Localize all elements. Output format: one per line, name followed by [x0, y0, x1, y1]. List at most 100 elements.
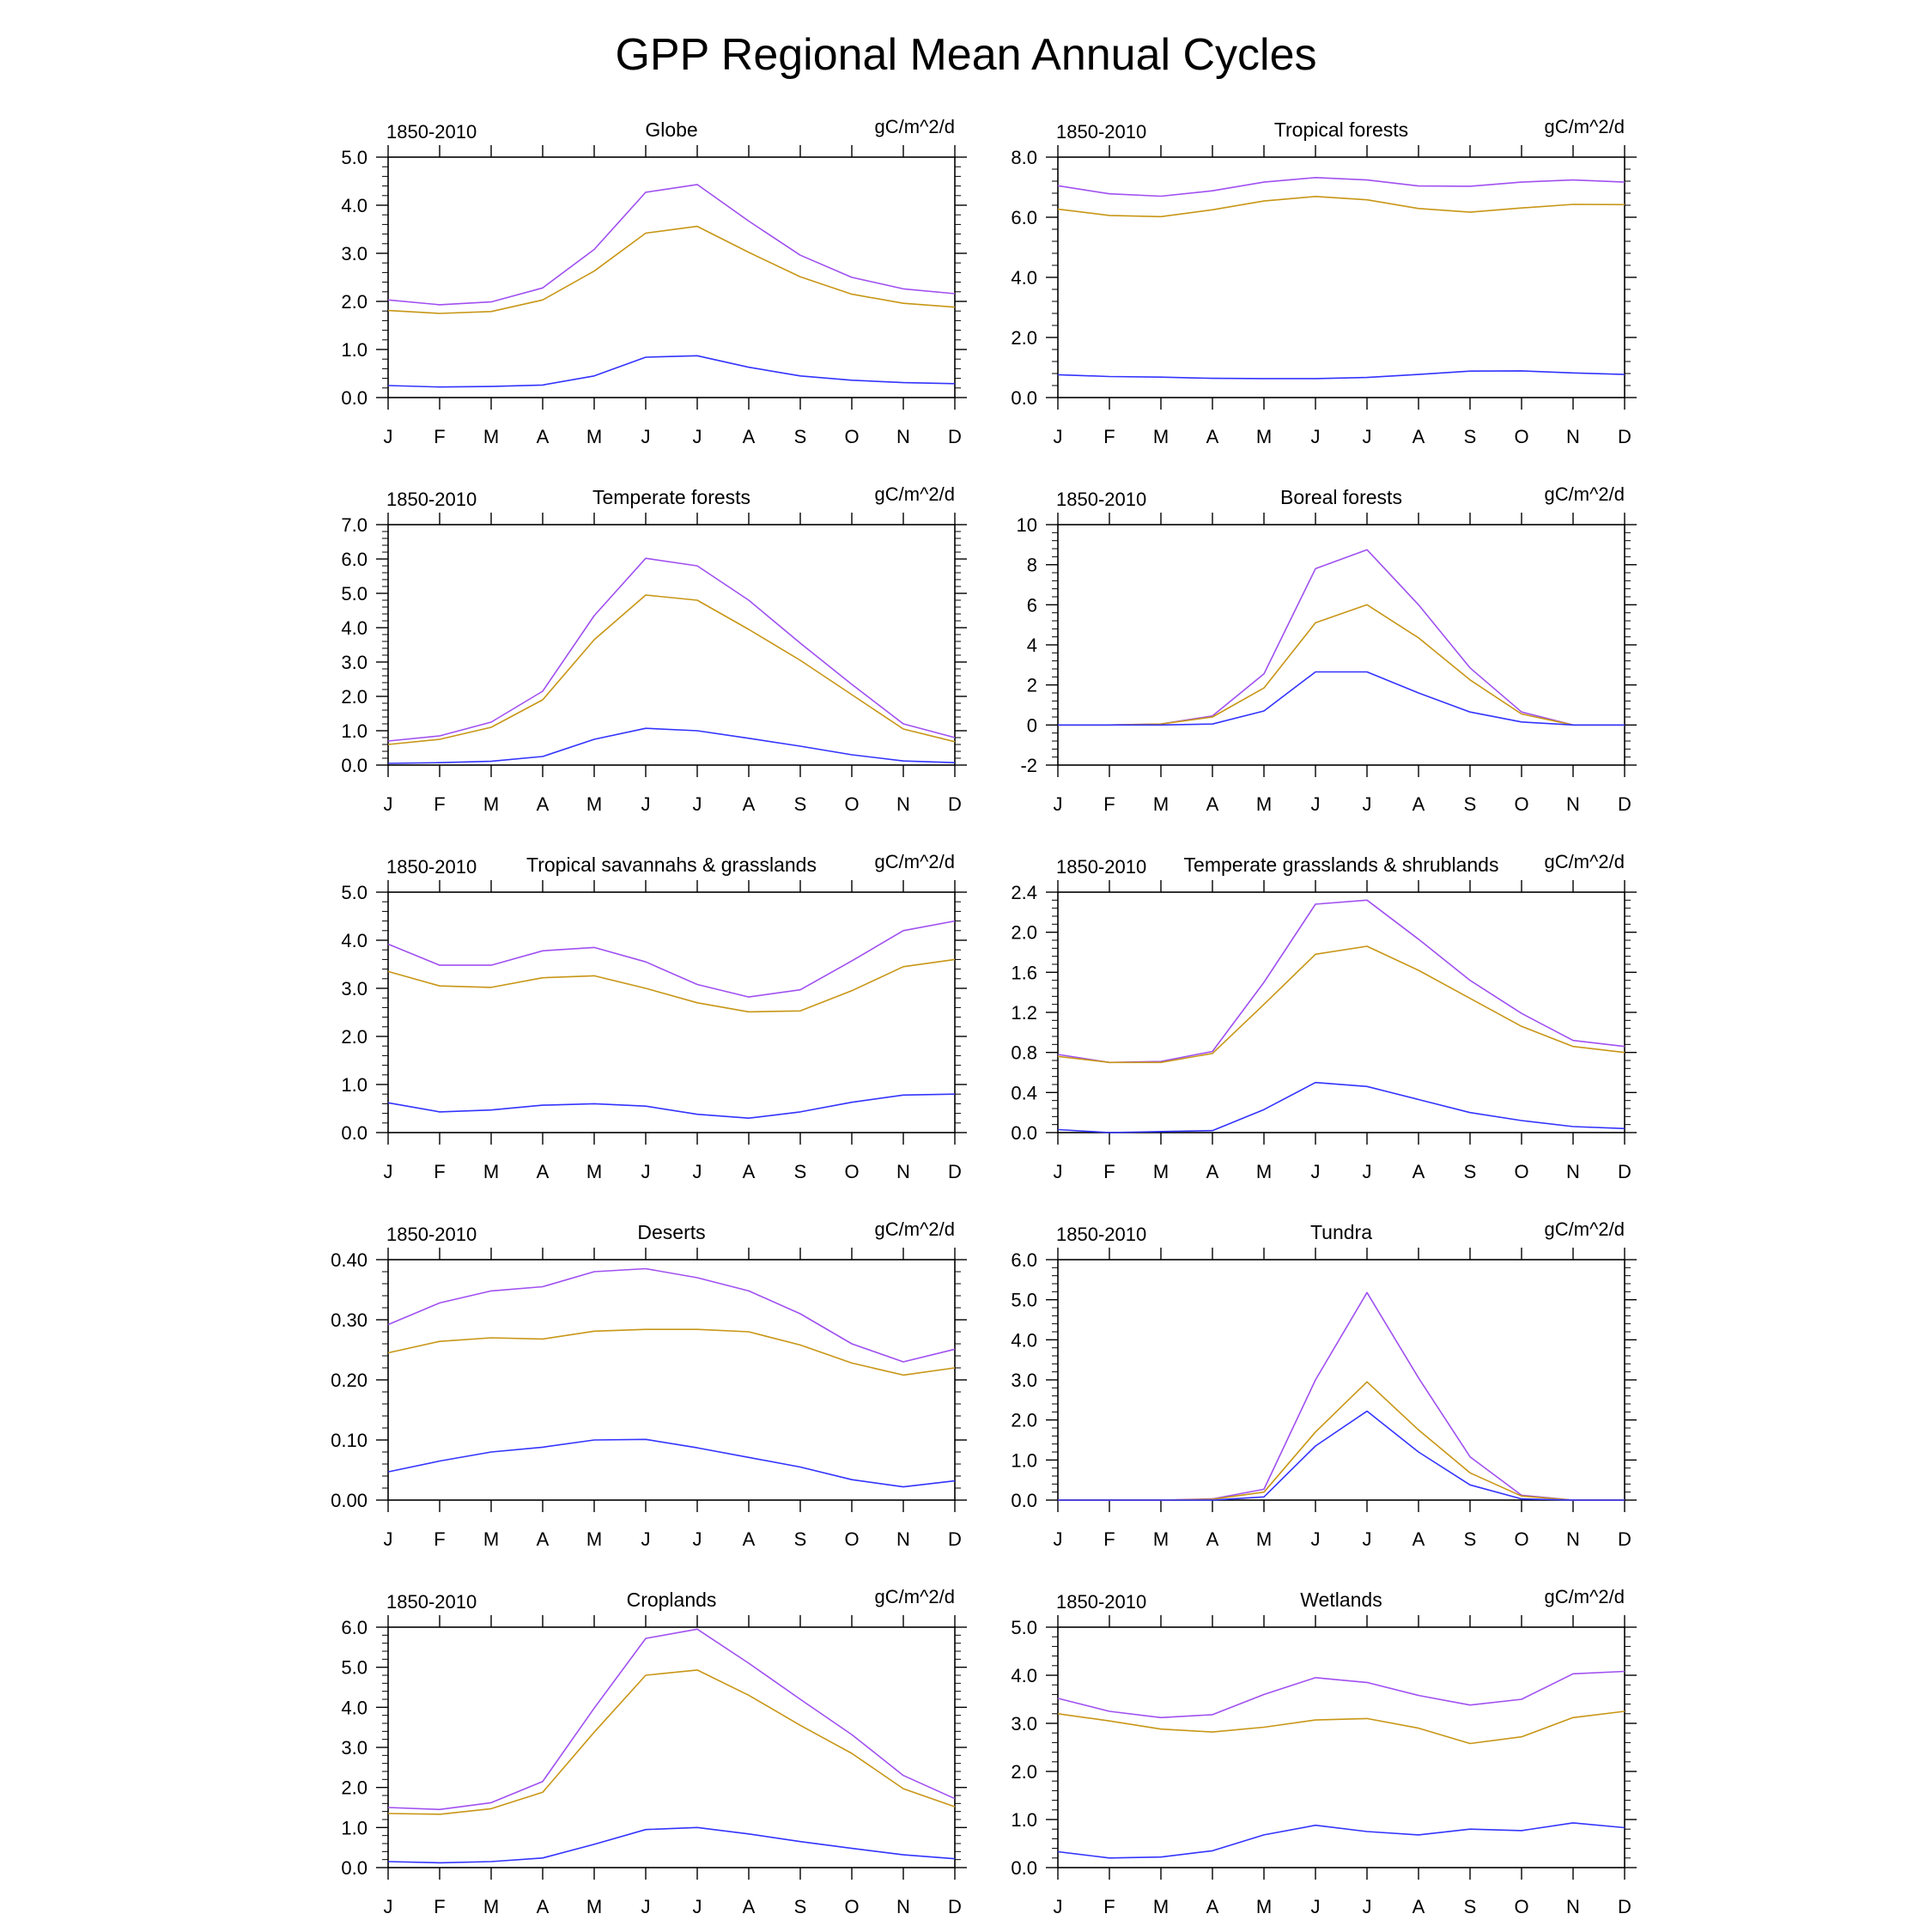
- chart-panel: J F M A M J J A S O N D 0.0 1.0 2.0 3.0 4.0 5.0 6.0 7.0 1850…: [341, 483, 967, 815]
- x-tick-label: F: [1103, 1528, 1115, 1550]
- x-tick-label: N: [1566, 1528, 1580, 1550]
- x-tick-label: J: [1054, 426, 1063, 447]
- y-tick-label: 6.0: [1011, 207, 1037, 228]
- x-tick-label: D: [1618, 426, 1631, 447]
- x-tick-label: O: [1514, 1528, 1528, 1550]
- x-tick-label: N: [896, 1161, 910, 1182]
- series-line: [387, 594, 956, 745]
- chart-panel: J F M A M J J A S O N D -2 0 2 4 6 8 10 1850-2010 Boreal for…: [1017, 483, 1637, 815]
- x-tick-label: J: [1363, 1161, 1372, 1182]
- x-tick-label: F: [1103, 426, 1115, 447]
- y-tick-label: 0.00: [331, 1490, 368, 1511]
- x-tick-label: F: [434, 1896, 445, 1917]
- y-tick-label: 0.0: [341, 387, 368, 409]
- x-tick-label: S: [794, 1896, 807, 1917]
- y-tick-label: 0.40: [331, 1249, 368, 1271]
- x-tick-label: F: [1103, 793, 1115, 815]
- x-tick-label: S: [794, 1528, 807, 1550]
- x-tick-label: O: [1514, 1896, 1528, 1917]
- x-tick-label: A: [537, 1896, 550, 1917]
- x-tick-label: S: [1464, 1528, 1477, 1550]
- panel-title: Croplands: [627, 1589, 717, 1611]
- y-tick-label: 10: [1017, 514, 1037, 536]
- x-tick-label: J: [1311, 426, 1321, 447]
- x-tick-label: J: [384, 793, 393, 815]
- panel-title: Tundra: [1310, 1221, 1372, 1243]
- x-tick-label: M: [483, 1528, 499, 1550]
- x-tick-label: A: [1413, 793, 1425, 815]
- x-tick-label: J: [641, 1896, 651, 1917]
- x-tick-label: A: [1206, 426, 1219, 447]
- period-label: 1850-2010: [386, 856, 477, 878]
- y-tick-label: 5.0: [341, 583, 368, 605]
- x-tick-label: J: [1363, 426, 1372, 447]
- x-tick-label: N: [1566, 426, 1580, 447]
- series-line: [387, 1628, 956, 1811]
- y-tick-label: 4.0: [341, 617, 368, 639]
- x-tick-label: J: [1311, 1528, 1321, 1550]
- y-tick-label: 1.6: [1011, 962, 1037, 983]
- series-line: [1057, 1670, 1625, 1719]
- y-tick-label: 3.0: [341, 978, 368, 999]
- y-tick-label: 4.0: [341, 930, 368, 951]
- x-tick-label: S: [794, 793, 807, 815]
- period-label: 1850-2010: [386, 1224, 477, 1245]
- panel-title: Tropical savannahs & grasslands: [526, 854, 817, 876]
- x-tick-label: N: [1566, 1896, 1580, 1917]
- x-tick-label: M: [1256, 793, 1272, 815]
- x-tick-label: M: [1256, 1161, 1272, 1182]
- series-line: [1057, 1822, 1625, 1859]
- series-line: [387, 225, 956, 314]
- series-line: [387, 1267, 956, 1363]
- y-tick-label: 5.0: [1011, 1290, 1037, 1311]
- panel-title: Tropical forests: [1274, 118, 1408, 141]
- x-tick-label: D: [948, 793, 962, 815]
- chart-panel: J F M A M J J A S O N D 0.00 0.10 0.20 0.30 0.40 1850-201…: [331, 1218, 967, 1550]
- series-line: [387, 557, 956, 742]
- y-tick-label: 0.20: [331, 1370, 368, 1391]
- y-tick-label: 0.0: [1011, 1122, 1037, 1144]
- y-tick-label: -2: [1020, 755, 1037, 776]
- plot-frame: [387, 891, 956, 1133]
- x-tick-label: J: [693, 426, 702, 447]
- x-tick-label: M: [586, 1896, 602, 1917]
- y-tick-label: 2.0: [1011, 1410, 1037, 1431]
- y-tick-label: 0: [1027, 714, 1037, 736]
- y-tick-label: 0.0: [1011, 387, 1037, 409]
- x-tick-label: A: [1413, 426, 1425, 447]
- x-tick-label: A: [1413, 1161, 1425, 1182]
- series-line: [387, 184, 956, 306]
- y-tick-label: 6: [1027, 594, 1037, 616]
- x-tick-label: A: [1206, 1161, 1219, 1182]
- y-tick-label: 4: [1027, 635, 1037, 656]
- y-tick-label: 2.0: [341, 1026, 368, 1048]
- x-tick-label: D: [948, 426, 962, 447]
- period-label: 1850-2010: [386, 121, 477, 143]
- x-tick-label: J: [1363, 1528, 1372, 1550]
- x-tick-label: D: [1618, 1528, 1631, 1550]
- period-label: 1850-2010: [1056, 856, 1146, 878]
- x-tick-label: O: [1514, 793, 1528, 815]
- x-tick-label: F: [1103, 1161, 1115, 1182]
- x-tick-label: M: [483, 793, 499, 815]
- x-tick-label: M: [1256, 1528, 1272, 1550]
- series-line: [1058, 1410, 1625, 1501]
- series-line: [1058, 604, 1625, 726]
- x-tick-label: A: [1206, 1528, 1219, 1550]
- series-line: [387, 1669, 956, 1815]
- panel-title: Temperate grasslands & shrublands: [1184, 854, 1499, 876]
- y-tick-label: 5.0: [341, 1657, 368, 1679]
- x-tick-label: O: [844, 1161, 859, 1182]
- y-tick-label: 1.0: [1011, 1809, 1037, 1831]
- x-tick-label: A: [537, 1528, 550, 1550]
- x-tick-label: J: [1363, 1896, 1372, 1917]
- y-tick-label: 7.0: [341, 514, 368, 536]
- series-line: [387, 1328, 956, 1376]
- x-tick-label: N: [896, 1896, 910, 1917]
- y-tick-label: 0.0: [341, 755, 368, 776]
- units-label: gC/m^2/d: [1545, 116, 1625, 137]
- y-tick-label: 3.0: [1011, 1713, 1037, 1735]
- chart-panel: J F M A M J J A S O N D 0.0 1.0 2.0 3.0 4.0 5.0 1850-2010 T…: [341, 851, 967, 1182]
- x-tick-label: M: [483, 426, 499, 447]
